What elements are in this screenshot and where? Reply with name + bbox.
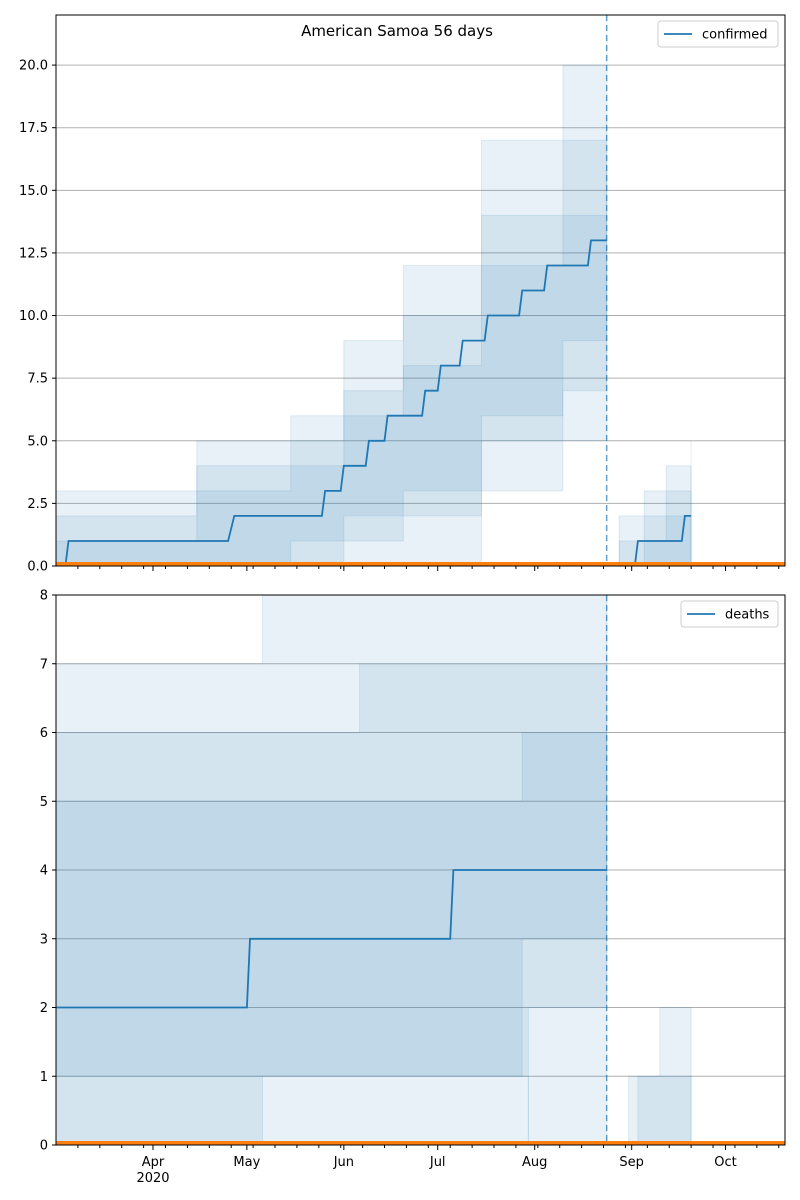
y-tick-label: 5.0 xyxy=(27,434,48,449)
confirmed-gridlines xyxy=(56,64,785,504)
deaths-x-axis: Apr May Jun Jul Aug Sep Oct 2020 xyxy=(77,1145,780,1186)
legend-box xyxy=(680,600,779,628)
y-tick-label: 17.5 xyxy=(19,121,48,136)
y-tick-label: 12.5 xyxy=(19,246,48,261)
confirmed-legend: confirmed xyxy=(657,20,779,48)
y-tick-label: 0.0 xyxy=(27,560,48,575)
series-line-confirmed xyxy=(64,239,607,566)
line-group xyxy=(56,15,785,566)
confirmed-panel: 0.0 2.5 5.0 7.5 10.0 12.5 15.0 17.5 20.0 America… xyxy=(19,14,786,575)
y-tick-label: 20.0 xyxy=(19,59,48,74)
x-tick-label: May xyxy=(233,1155,260,1170)
chart-title: American Samoa 56 days xyxy=(301,22,493,40)
confirmed-axes-frame xyxy=(55,14,786,567)
deaths-y-axis: 0 1 2 3 4 5 6 7 8 xyxy=(40,589,56,1154)
x-tick-label: Aug xyxy=(522,1155,547,1170)
y-tick-label: 0 xyxy=(40,1139,48,1154)
y-tick-label: 15.0 xyxy=(19,184,48,199)
uncertainty-band xyxy=(628,1007,692,1145)
y-tick-label: 10.0 xyxy=(19,309,48,324)
axes-frame xyxy=(55,14,786,567)
legend-label-deaths: deaths xyxy=(725,608,770,623)
line-group xyxy=(56,595,785,1145)
y-tick-label: 6 xyxy=(40,726,48,741)
series-line-confirmed xyxy=(633,515,692,566)
uncertainty-band xyxy=(56,115,608,566)
y-tick-label: 8 xyxy=(40,589,48,604)
y-tick-label: 5 xyxy=(40,795,48,810)
deaths-panel: 0 1 2 3 4 5 6 7 8 Apr May Jun Jul Aug Sep Oct 2020 deat… xyxy=(40,589,786,1186)
series-line-deaths xyxy=(56,869,607,1009)
y-tick-label: 4 xyxy=(40,864,48,879)
y-tick-label: 2 xyxy=(40,1001,48,1016)
y-tick-label: 3 xyxy=(40,932,48,947)
legend-label-confirmed: confirmed xyxy=(702,28,768,43)
deaths-legend: deaths xyxy=(680,600,779,628)
x-tick-label: Sep xyxy=(619,1155,644,1170)
uncertainty-band xyxy=(619,490,692,566)
y-tick-label: 2.5 xyxy=(27,497,48,512)
x-year-label: 2020 xyxy=(136,1171,169,1186)
y-tick-label: 1 xyxy=(40,1070,48,1085)
confirmed-x-axis xyxy=(77,566,780,571)
x-tick-label: Jul xyxy=(429,1155,446,1170)
deaths-series xyxy=(56,595,785,1145)
uncertainty-band xyxy=(618,440,692,566)
uncertainty-band xyxy=(637,1075,692,1145)
confirmed-y-axis: 0.0 2.5 5.0 7.5 10.0 12.5 15.0 17.5 20.0 xyxy=(19,59,56,575)
y-tick-label: 7 xyxy=(40,657,48,672)
x-tick-label: Oct xyxy=(714,1155,736,1170)
confirmed-series xyxy=(56,15,785,566)
y-tick-label: 7.5 xyxy=(27,372,48,387)
x-tick-label: Jun xyxy=(333,1155,354,1170)
legend-box xyxy=(657,20,779,48)
x-tick-label: Apr xyxy=(142,1155,165,1170)
